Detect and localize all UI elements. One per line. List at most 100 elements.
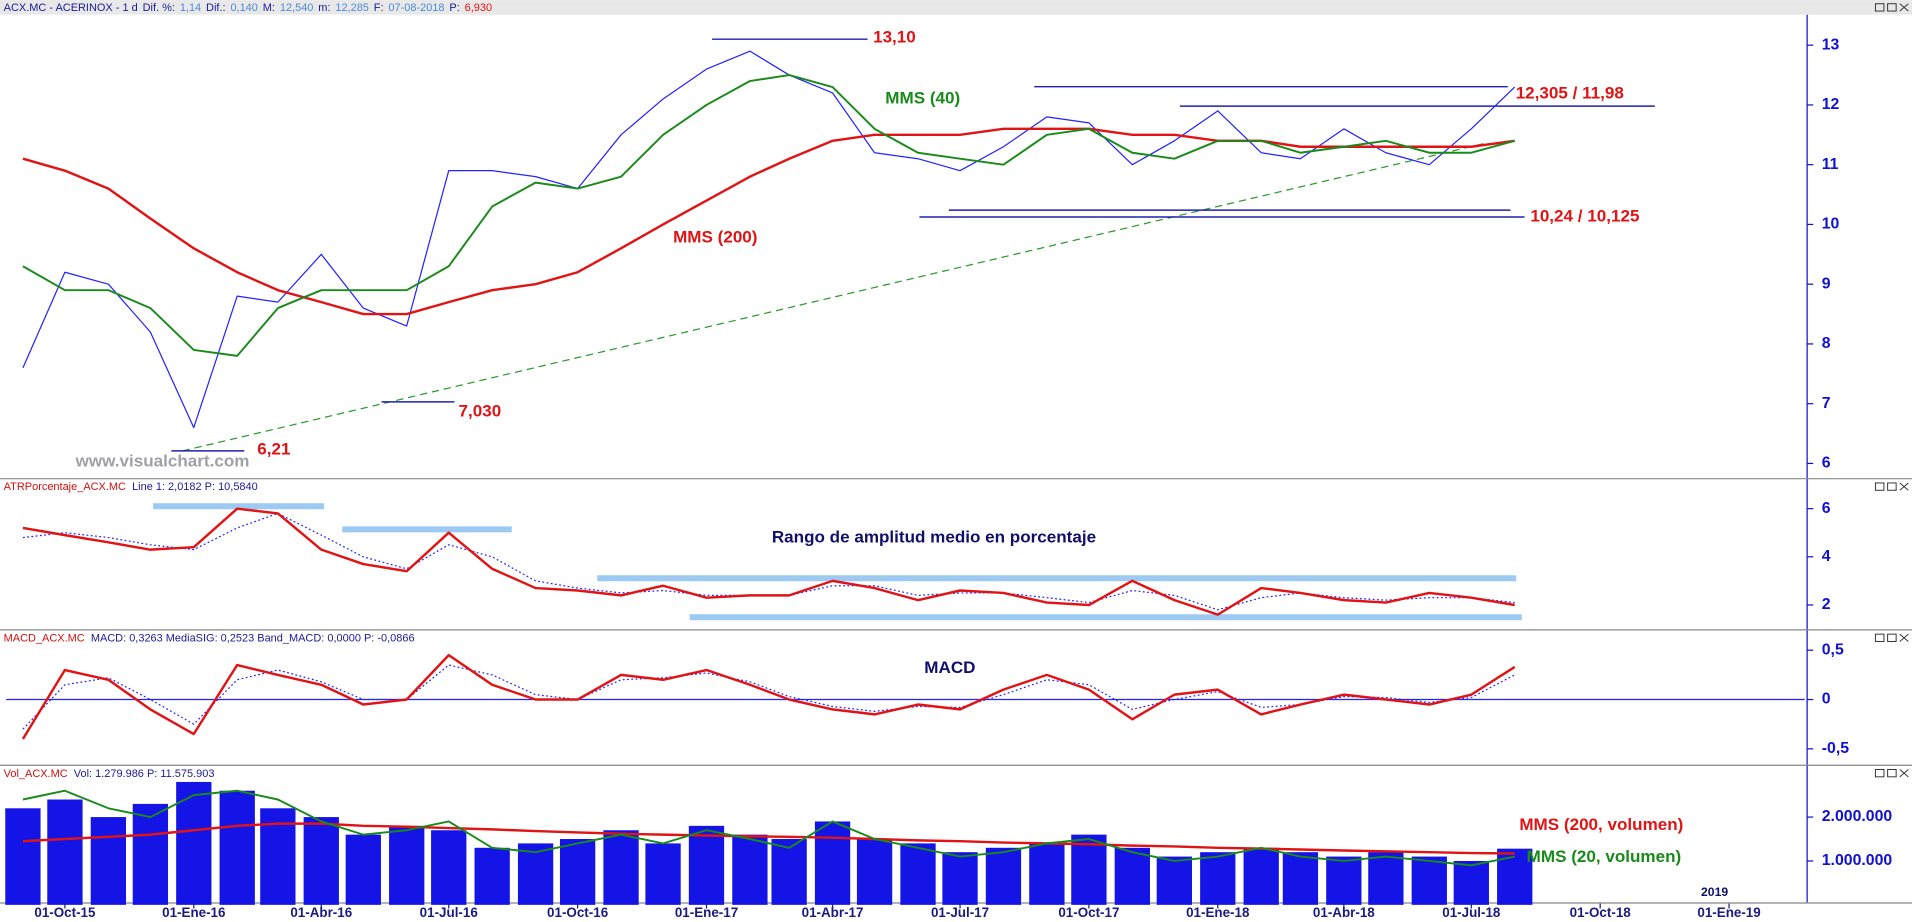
volume-bar (90, 817, 127, 905)
volume-bar (1243, 847, 1279, 905)
y-tick-label: 10 (1822, 216, 1840, 233)
header-name: ACX.MC - ACERINOX - 1 d (4, 2, 138, 14)
series-line (22, 50, 1516, 429)
series-line (22, 74, 1515, 357)
header-label: Dif. %: (143, 2, 175, 14)
series-line (22, 507, 1515, 616)
y-tick-label: 4 (1822, 548, 1831, 565)
volume-bar (431, 830, 467, 905)
x-tick-label: 01-Oct-18 (1570, 905, 1632, 920)
x-tick-label: 01-Ene-17 (675, 905, 738, 920)
volume-bar (132, 803, 169, 905)
header-value: 12,540 (280, 2, 314, 14)
minimize-button[interactable] (1874, 482, 1885, 491)
header-value: 0,140 (230, 2, 257, 14)
x-tick-label: 01-Abr-18 (1313, 905, 1375, 920)
maximize-button[interactable] (1887, 633, 1897, 642)
annotation: MMS (20, volumen) (1527, 847, 1682, 866)
x-tick-label: 01-Oct-16 (547, 905, 608, 920)
panel-name: ATRPorcentaje_ACX.MC (4, 481, 126, 493)
header-label: m: (318, 2, 330, 14)
y-tick-label: 11 (1822, 156, 1839, 173)
volume-bar (345, 834, 381, 905)
annotation: 12,305 / 11,98 (1516, 83, 1624, 102)
volume-bar (219, 790, 255, 905)
close-button[interactable] (1899, 633, 1909, 642)
series-line (22, 512, 1515, 611)
panel-name: Vol_ACX.MC (4, 768, 68, 780)
series-line (22, 664, 1516, 730)
annotation: 6,21 (257, 440, 291, 459)
volume-bar (814, 821, 851, 905)
minimize-button[interactable] (1874, 633, 1885, 642)
series-line (22, 127, 1515, 316)
volume-bar (856, 839, 893, 905)
x-tick-label: 01-Abr-16 (290, 905, 352, 920)
header-label: P: (449, 2, 459, 14)
header-value: 12,285 (335, 2, 369, 14)
volume-bar (900, 843, 936, 905)
volume-bar (645, 843, 681, 905)
close-button[interactable] (1899, 3, 1909, 12)
annotation: 2019 (1701, 885, 1728, 899)
y-tick-label: 0,5 (1822, 641, 1844, 658)
close-button[interactable] (1899, 769, 1909, 778)
volume-bar (1156, 856, 1192, 905)
close-button[interactable] (1899, 482, 1909, 491)
header-bar (0, 0, 1912, 15)
volume-bar (1029, 843, 1065, 905)
y-tick-label: 2 (1822, 596, 1831, 613)
annotation: MMS (40) (885, 88, 960, 107)
maximize-button[interactable] (1887, 482, 1897, 491)
series-line (21, 653, 1516, 740)
maximize-button[interactable] (1887, 769, 1897, 778)
y-tick-label: 1.000.000 (1822, 852, 1893, 869)
header-label: F: (374, 2, 384, 14)
annotation: Rango de amplitud medio en porcentaje (772, 527, 1096, 546)
volume-bar (603, 830, 639, 905)
panel: MACD_ACX.MC MACD: 0,3263 MediaSIG: 0,2523… (4, 632, 1850, 757)
volume-bar (5, 808, 41, 905)
panel-info: Line 1: 2,0182 P: 10,5840 (132, 481, 258, 493)
panel-info: MACD: 0,3263 MediaSIG: 0,2523 Band_MACD:… (91, 632, 415, 644)
window-buttons[interactable] (1874, 3, 1909, 778)
header-value: 07-08-2018 (388, 2, 444, 14)
x-tick-label: 01-Jul-17 (931, 905, 989, 920)
volume-bar (1071, 834, 1107, 905)
volume-bar (517, 843, 554, 905)
x-tick-label: 01-Jul-16 (420, 905, 478, 920)
x-tick-label: 01-Ene-19 (1697, 905, 1760, 920)
volume-bar (559, 839, 596, 905)
header-label: Dif.: (206, 2, 226, 14)
trend-line (182, 141, 1489, 452)
y-tick-label: -0,5 (1822, 740, 1849, 757)
volume-bar (688, 825, 725, 905)
y-tick-label: 6 (1822, 500, 1831, 517)
volume-bar (389, 825, 425, 905)
y-tick-label: 6 (1822, 455, 1831, 472)
y-tick-label: 8 (1822, 335, 1831, 352)
volume-bar (942, 852, 978, 905)
annotation: MMS (200, volumen) (1519, 815, 1683, 834)
volume-bar (303, 817, 339, 905)
volume-bar (1282, 852, 1319, 905)
annotation: MMS (200) (673, 227, 757, 246)
header-value: 6,930 (465, 2, 492, 14)
annotation: 10,24 / 10,125 (1530, 207, 1640, 226)
volume-bar (1453, 860, 1489, 905)
panel-title: MACD_ACX.MC MACD: 0,3263 MediaSIG: 0,2523… (4, 632, 415, 644)
minimize-button[interactable] (1874, 769, 1885, 778)
x-tick-label: 01-Ene-16 (162, 905, 225, 920)
panel-title: Vol_ACX.MC Vol: 1.279.986 P: 11.575.903 (4, 768, 215, 780)
panel-info: Vol: 1.279.986 P: 11.575.903 (74, 768, 215, 780)
annotation: 13,10 (873, 27, 916, 46)
y-tick-label: 0 (1822, 691, 1831, 708)
volume-bar (1200, 852, 1236, 905)
volume-bar (47, 799, 83, 905)
volume-bar (732, 834, 768, 905)
x-tick-label: 01-Abr-17 (802, 905, 864, 920)
maximize-button[interactable] (1887, 3, 1897, 12)
minimize-button[interactable] (1874, 3, 1885, 12)
panel-name: MACD_ACX.MC (4, 632, 85, 644)
